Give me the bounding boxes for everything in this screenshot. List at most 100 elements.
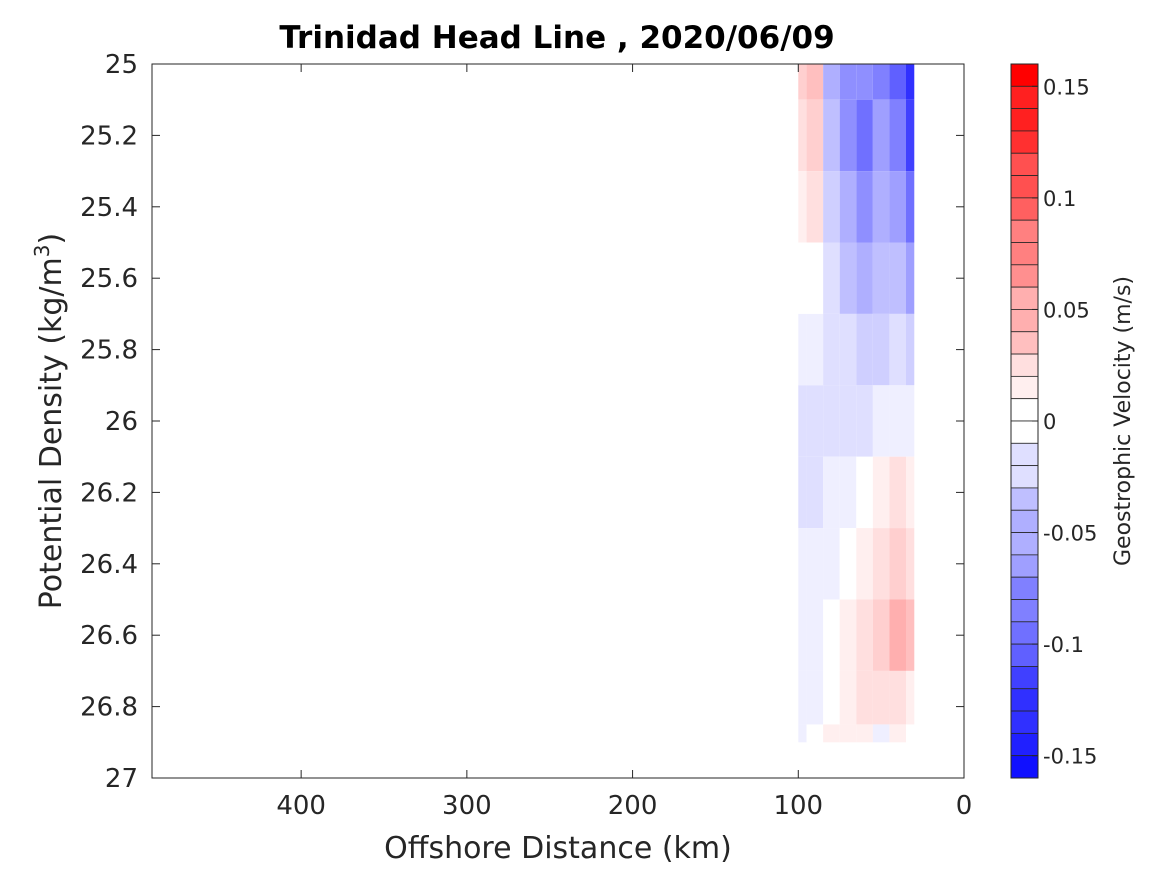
velocity-cell: [798, 385, 807, 457]
plot-area: 400 300 200 100 0 25 25.2 25.4 25.6 25.8 26 26.2 26…: [80, 50, 972, 821]
x-axis-label: Offshore Distance (km): [384, 831, 732, 866]
colorbar-tick-label: -0.15: [1043, 745, 1097, 769]
y-tick-label: 25: [105, 50, 138, 80]
colorbar-swatch: [1010, 420, 1039, 444]
velocity-cell: [806, 599, 824, 671]
y-tick-label: 26.2: [80, 478, 138, 508]
colorbar-swatch: [1010, 688, 1039, 712]
velocity-cell: [839, 99, 857, 172]
velocity-cell: [806, 99, 824, 172]
velocity-cell: [889, 724, 906, 743]
velocity-cell: [889, 599, 906, 671]
velocity-cell: [889, 99, 906, 172]
velocity-cell: [889, 670, 906, 725]
x-axis-ticks: 400 300 200 100 0: [276, 64, 972, 821]
velocity-cell: [856, 99, 873, 172]
colorbar-tick-label: 0.05: [1043, 298, 1090, 322]
velocity-cell: [806, 64, 824, 100]
velocity-cell: [823, 670, 840, 725]
velocity-cell: [856, 456, 873, 529]
velocity-cell: [856, 670, 873, 725]
velocity-cell: [839, 313, 857, 386]
colorbar-swatch: [1010, 375, 1039, 400]
velocity-cell: [889, 528, 906, 600]
colorbar-swatch: [1010, 286, 1039, 310]
velocity-cell: [872, 670, 890, 725]
velocity-cell: [823, 599, 840, 671]
colorbar-swatch: [1010, 755, 1039, 779]
velocity-cell: [839, 456, 857, 529]
velocity-cell: [806, 724, 824, 743]
colorbar-swatch: [1010, 108, 1039, 132]
colorbar-swatch: [1010, 130, 1039, 154]
velocity-cell: [872, 528, 890, 600]
y-axis-ticks: 25 25.2 25.4 25.6 25.8 26 26.2 26.4 26.6 26.8 27: [80, 50, 964, 794]
velocity-cell: [839, 171, 857, 243]
colorbar-swatch: [1010, 599, 1039, 623]
velocity-cell: [806, 171, 824, 243]
velocity-cell: [806, 528, 824, 600]
velocity-cell: [806, 385, 824, 457]
velocity-cell: [872, 385, 890, 457]
velocity-cell: [823, 99, 840, 172]
velocity-cell: [798, 171, 807, 243]
velocity-cell: [823, 313, 840, 386]
velocity-cell: [839, 242, 857, 314]
x-tick-label: 200: [608, 791, 658, 821]
velocity-cell: [872, 724, 890, 743]
colorbar-swatch: [1010, 554, 1039, 578]
velocity-cell: [823, 64, 840, 100]
x-tick-label: 400: [276, 791, 326, 821]
velocity-cell: [798, 313, 807, 386]
colorbar-swatch: [1010, 63, 1039, 87]
y-tick-label: 25.6: [80, 264, 138, 294]
velocity-cell: [798, 670, 807, 725]
velocity-cell: [823, 456, 840, 529]
colorbar-swatch: [1010, 576, 1039, 600]
velocity-cell: [906, 724, 915, 743]
colorbar-swatch: [1010, 487, 1039, 511]
velocity-cell: [839, 528, 857, 600]
y-tick-label: 26.8: [80, 693, 138, 723]
velocity-cell: [856, 242, 873, 314]
y-tick-label: 26.6: [80, 621, 138, 651]
colorbar-swatch: [1010, 509, 1039, 533]
y-tick-label: 25.2: [80, 121, 138, 151]
velocity-cell: [856, 599, 873, 671]
colorbar-swatch: [1010, 442, 1039, 467]
velocity-cell: [856, 528, 873, 600]
velocity-cell: [798, 99, 807, 172]
colorbar-swatch: [1010, 219, 1039, 243]
velocity-cell: [889, 456, 906, 529]
velocity-cell: [839, 385, 857, 457]
colorbar-ticks: 0.15 0.1 0.05 0 -0.05 -0.1 -0.15: [1032, 75, 1097, 769]
y-axis-label-superscript: 3: [30, 244, 54, 257]
velocity-cell: [798, 599, 807, 671]
velocity-cell: [806, 670, 824, 725]
velocity-cell: [889, 242, 906, 314]
velocity-cell: [823, 528, 840, 600]
colorbar-swatch: [1010, 242, 1039, 266]
colorbar-swatch: [1010, 175, 1039, 199]
velocity-cell: [839, 599, 857, 671]
velocity-cell: [872, 599, 890, 671]
velocity-cell: [856, 724, 873, 743]
velocity-cell: [798, 724, 807, 743]
colorbar-swatch: [1010, 621, 1039, 645]
velocity-cell: [889, 64, 906, 100]
velocity-cell: [806, 456, 824, 529]
velocity-cell: [872, 171, 890, 243]
velocity-cell: [906, 99, 915, 172]
velocity-cell: [906, 599, 915, 671]
velocity-cell: [906, 171, 915, 243]
velocity-cell: [906, 242, 915, 314]
velocity-cell: [856, 313, 873, 386]
y-axis-label-main: Potential Density (kg/m: [34, 257, 69, 609]
velocity-cell: [839, 670, 857, 725]
velocity-cell: [889, 313, 906, 386]
y-axis-label: Potential Density (kg/m3): [30, 233, 69, 609]
y-tick-label: 25.8: [80, 336, 138, 366]
colorbar-swatch: [1010, 85, 1039, 110]
colorbar-tick-label: 0.1: [1043, 187, 1076, 211]
